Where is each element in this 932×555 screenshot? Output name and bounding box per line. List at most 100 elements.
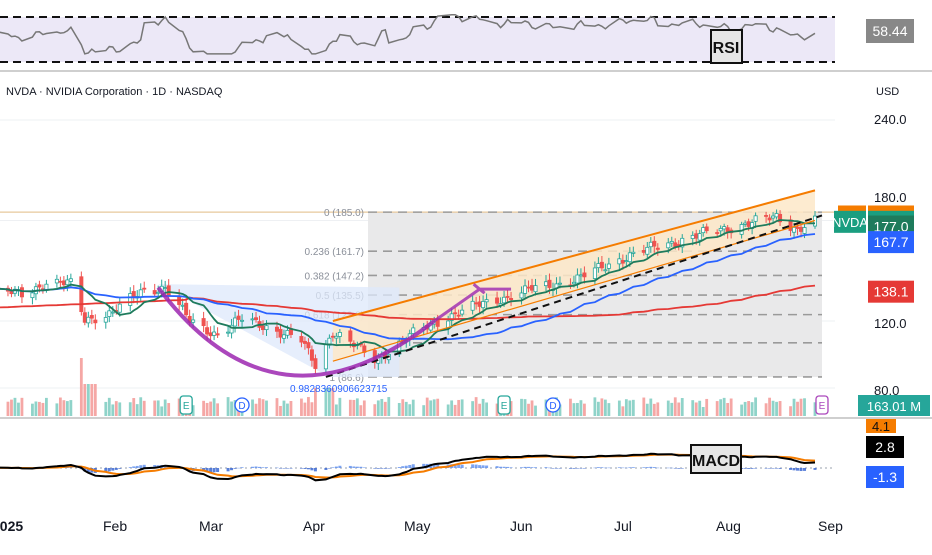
macd-hist-bar bbox=[142, 464, 146, 468]
volume-bar bbox=[694, 402, 698, 416]
volume-bar bbox=[362, 400, 366, 416]
volume-bar bbox=[331, 388, 335, 416]
macd-hist-bar bbox=[352, 466, 356, 468]
volume-bar bbox=[722, 397, 726, 416]
macd-hist-bar bbox=[313, 468, 317, 472]
dividend-marker[interactable]: D bbox=[545, 397, 561, 413]
candle bbox=[495, 291, 500, 308]
volume-bar bbox=[453, 404, 457, 416]
volume-bar bbox=[422, 405, 426, 416]
macd-hist-bar bbox=[114, 468, 118, 470]
macd-hist-bar bbox=[624, 467, 628, 469]
rsi-value-tag bbox=[866, 19, 914, 43]
macd-hist-bar bbox=[436, 464, 440, 468]
macd-hist-bar bbox=[401, 466, 405, 468]
macd-hist-bar bbox=[327, 468, 331, 469]
rsi-value: 58.44 bbox=[872, 23, 907, 39]
volume-bar bbox=[114, 401, 118, 416]
volume-bar bbox=[118, 402, 122, 416]
earnings-marker[interactable]: E bbox=[815, 395, 829, 415]
volume-bar bbox=[226, 397, 230, 416]
candle bbox=[117, 297, 122, 317]
volume-bar bbox=[792, 398, 796, 416]
candle bbox=[138, 283, 143, 303]
candle bbox=[110, 306, 115, 317]
dashed-trendline[interactable] bbox=[325, 214, 823, 378]
macd-hist-bar bbox=[670, 467, 674, 469]
volume-bar bbox=[652, 403, 656, 416]
volume-bar bbox=[450, 400, 454, 416]
macd-hist-bar bbox=[460, 464, 464, 468]
fib-level-label: 0.236 (161.7) bbox=[305, 247, 365, 258]
volume-bar bbox=[726, 402, 730, 416]
time-axis[interactable]: 2025 Feb Mar Apr May Jun Jul Aug Sep bbox=[0, 518, 843, 534]
macd-hist-bar bbox=[411, 464, 415, 468]
volume-bar bbox=[177, 398, 181, 416]
volume-bar bbox=[355, 398, 359, 416]
macd-hist-bar bbox=[254, 466, 258, 468]
ma-slow-line bbox=[0, 284, 816, 321]
candle bbox=[764, 211, 769, 223]
volume-bar bbox=[425, 397, 429, 416]
volume-bar bbox=[411, 399, 415, 416]
volume-bar bbox=[593, 397, 597, 416]
volume-bar bbox=[334, 404, 338, 416]
macd-hist-bar bbox=[118, 468, 122, 469]
volume-bar bbox=[6, 401, 10, 416]
volume-bar bbox=[803, 398, 806, 416]
macd-hist-bar bbox=[520, 467, 524, 468]
macd-value-signal: 4.1 bbox=[872, 419, 890, 434]
volume-bar bbox=[750, 402, 754, 416]
candle bbox=[606, 257, 611, 274]
candle bbox=[281, 329, 286, 344]
macd-hist-bar bbox=[554, 468, 558, 469]
volume-bar bbox=[62, 400, 66, 416]
macd-hist-bar bbox=[593, 467, 597, 469]
macd-hist-bar bbox=[135, 465, 139, 468]
macd-hist-bar bbox=[265, 467, 269, 468]
time-label: Apr bbox=[303, 518, 325, 534]
macd-hist-bar bbox=[397, 467, 401, 468]
macd-hist-bar bbox=[502, 466, 506, 468]
dividend-marker[interactable]: D bbox=[234, 397, 250, 413]
price-axis[interactable]: 240.0 120.0 80.0 180.0 Pre180.6NVDA179.8… bbox=[832, 112, 930, 416]
volume-bar bbox=[796, 401, 799, 416]
candle bbox=[645, 241, 650, 260]
volume-bar bbox=[617, 400, 621, 416]
volume-bar bbox=[404, 401, 408, 416]
macd-hist-bar bbox=[111, 468, 115, 471]
volume-bar bbox=[93, 384, 97, 416]
channel-top-line[interactable] bbox=[332, 189, 816, 322]
volume-bar bbox=[740, 404, 744, 416]
macd-hist-bar bbox=[813, 468, 817, 470]
macd-hist-bar bbox=[299, 468, 303, 469]
volume-bar bbox=[715, 401, 719, 416]
volume-bar bbox=[691, 400, 695, 416]
macd-hist-bar bbox=[666, 467, 670, 469]
volume-bar bbox=[754, 397, 758, 416]
macd-hist-bar bbox=[226, 468, 230, 472]
earnings-marker[interactable]: E bbox=[179, 395, 193, 415]
volume-bar bbox=[572, 403, 576, 416]
volume-bar bbox=[387, 397, 391, 416]
macd-hist-bar bbox=[495, 466, 499, 468]
macd-hist-bar bbox=[404, 465, 408, 468]
macd-hist-bar bbox=[258, 466, 262, 468]
candle bbox=[142, 281, 147, 293]
macd-hist-bar bbox=[754, 468, 758, 469]
volume-bar bbox=[212, 398, 216, 416]
macd-hist-bar bbox=[282, 468, 286, 469]
macd-label: MACD bbox=[692, 453, 740, 470]
volume-bar bbox=[275, 398, 279, 416]
handle-arrow[interactable] bbox=[433, 283, 512, 323]
macd-hist-bar bbox=[506, 466, 510, 468]
earnings-marker[interactable]: E bbox=[497, 395, 511, 415]
volume-bar bbox=[104, 401, 108, 416]
price-tag-ma-slow: 138.1 bbox=[868, 280, 914, 303]
volume-bar bbox=[279, 405, 282, 416]
volume-bar bbox=[607, 403, 611, 416]
macd-hist-bar bbox=[768, 468, 772, 469]
cup-arc[interactable] bbox=[156, 286, 436, 378]
macd-hist-bar bbox=[803, 468, 807, 471]
